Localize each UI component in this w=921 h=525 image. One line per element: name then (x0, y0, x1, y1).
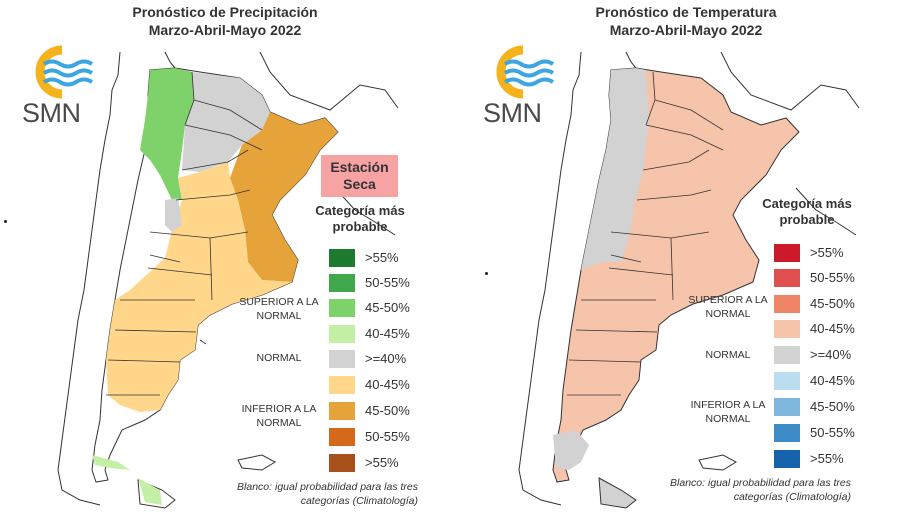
legend-label: 45-50% (810, 399, 855, 414)
legend-swatch (774, 320, 800, 338)
precipitation-footnote: Blanco: igual probabilidad para las tres… (237, 481, 418, 507)
region-gray-center (165, 198, 182, 232)
legend-swatch (329, 299, 355, 317)
map-edge-dot (485, 272, 488, 275)
legend-swatch (774, 398, 800, 416)
group-label-normal: NORMAL (256, 352, 302, 364)
smn-sun-waves-icon (35, 45, 94, 99)
precipitation-legend-title: Categoría más probable (315, 203, 405, 234)
legend-swatch (774, 244, 800, 262)
legend-label: 50-55% (365, 275, 410, 290)
legend-swatch (329, 402, 355, 420)
legend-swatch (774, 346, 800, 364)
legend-swatch (329, 249, 355, 267)
legend-label: >55% (810, 245, 844, 260)
legend-label: >=40% (365, 351, 407, 366)
smn-logo: SMN (18, 42, 98, 132)
legend-label: 50-55% (810, 270, 855, 285)
legend-label: 40-45% (365, 326, 410, 341)
group-label-superior: SUPERIOR A LA NORMAL (688, 294, 768, 320)
precipitation-title-line2: Marzo-Abril-Mayo 2022 (148, 22, 302, 38)
legend-label: 45-50% (365, 403, 410, 418)
precipitation-forecast-panel: Pronóstico de Precipitación Marzo-Abril-… (0, 0, 460, 525)
region-light-green-south (92, 455, 130, 470)
region-gray-north (182, 72, 270, 172)
legend-label: 50-55% (810, 425, 855, 440)
smn-sun-waves-icon (496, 45, 555, 99)
legend-swatch (774, 295, 800, 313)
legend-label: >55% (810, 451, 844, 466)
temperature-forecast-panel: Pronóstico de Temperatura Marzo-Abril-Ma… (461, 0, 921, 525)
legend-swatch (329, 376, 355, 394)
legend-swatch (774, 372, 800, 390)
legend-swatch (329, 274, 355, 292)
temperature-title-line2: Marzo-Abril-Mayo 2022 (609, 22, 763, 38)
group-label-superior: SUPERIOR A LA NORMAL (239, 296, 319, 322)
temperature-legend-title: Categoría más probable (762, 196, 852, 227)
map-edge-dot (4, 220, 7, 223)
smn-logo-text: SMN (483, 98, 542, 128)
region-gray-tdf (599, 478, 636, 508)
legend-swatch (329, 454, 355, 472)
region-orange-ne (230, 112, 338, 282)
smn-logo: SMN (479, 42, 559, 132)
legend-swatch (774, 424, 800, 442)
legend-label: >55% (365, 250, 399, 265)
legend-swatch (774, 450, 800, 468)
precipitation-title-line1: Pronóstico de Precipitación (132, 4, 318, 20)
legend-label: 40-45% (365, 377, 410, 392)
legend-swatch (329, 325, 355, 343)
region-gray-west (581, 68, 643, 270)
legend-label: 45-50% (810, 296, 855, 311)
legend-label: 40-45% (810, 373, 855, 388)
precipitation-map (57, 51, 399, 509)
temperature-title-line1: Pronóstico de Temperatura (595, 4, 777, 20)
precipitation-title: Pronóstico de Precipitación Marzo-Abril-… (60, 3, 390, 39)
legend-swatch (329, 350, 355, 368)
legend-label: 40-45% (810, 321, 855, 336)
temperature-title: Pronóstico de Temperatura Marzo-Abril-Ma… (521, 3, 851, 39)
region-gray-south (553, 430, 589, 470)
legend-label: 45-50% (365, 300, 410, 315)
legend-label: >=40% (810, 347, 852, 362)
legend-swatch (774, 269, 800, 287)
group-label-inferior: INFERIOR A LA NORMAL (690, 399, 766, 425)
region-gray-north-strip (633, 68, 649, 200)
temp-regions (553, 68, 649, 508)
group-label-inferior: INFERIOR A LA NORMAL (241, 403, 317, 429)
smn-logo-text: SMN (22, 98, 81, 128)
group-label-normal: NORMAL (705, 349, 751, 361)
legend-label: 50-55% (365, 429, 410, 444)
legend-swatch (329, 428, 355, 446)
region-light-orange-center (106, 162, 292, 412)
temperature-map (518, 51, 860, 509)
temperature-footnote: Blanco: igual probabilidad para las tres… (670, 477, 851, 503)
region-green-nw (140, 68, 194, 200)
dry-season-label: Estación Seca (321, 155, 398, 197)
legend-label: >55% (365, 455, 399, 470)
